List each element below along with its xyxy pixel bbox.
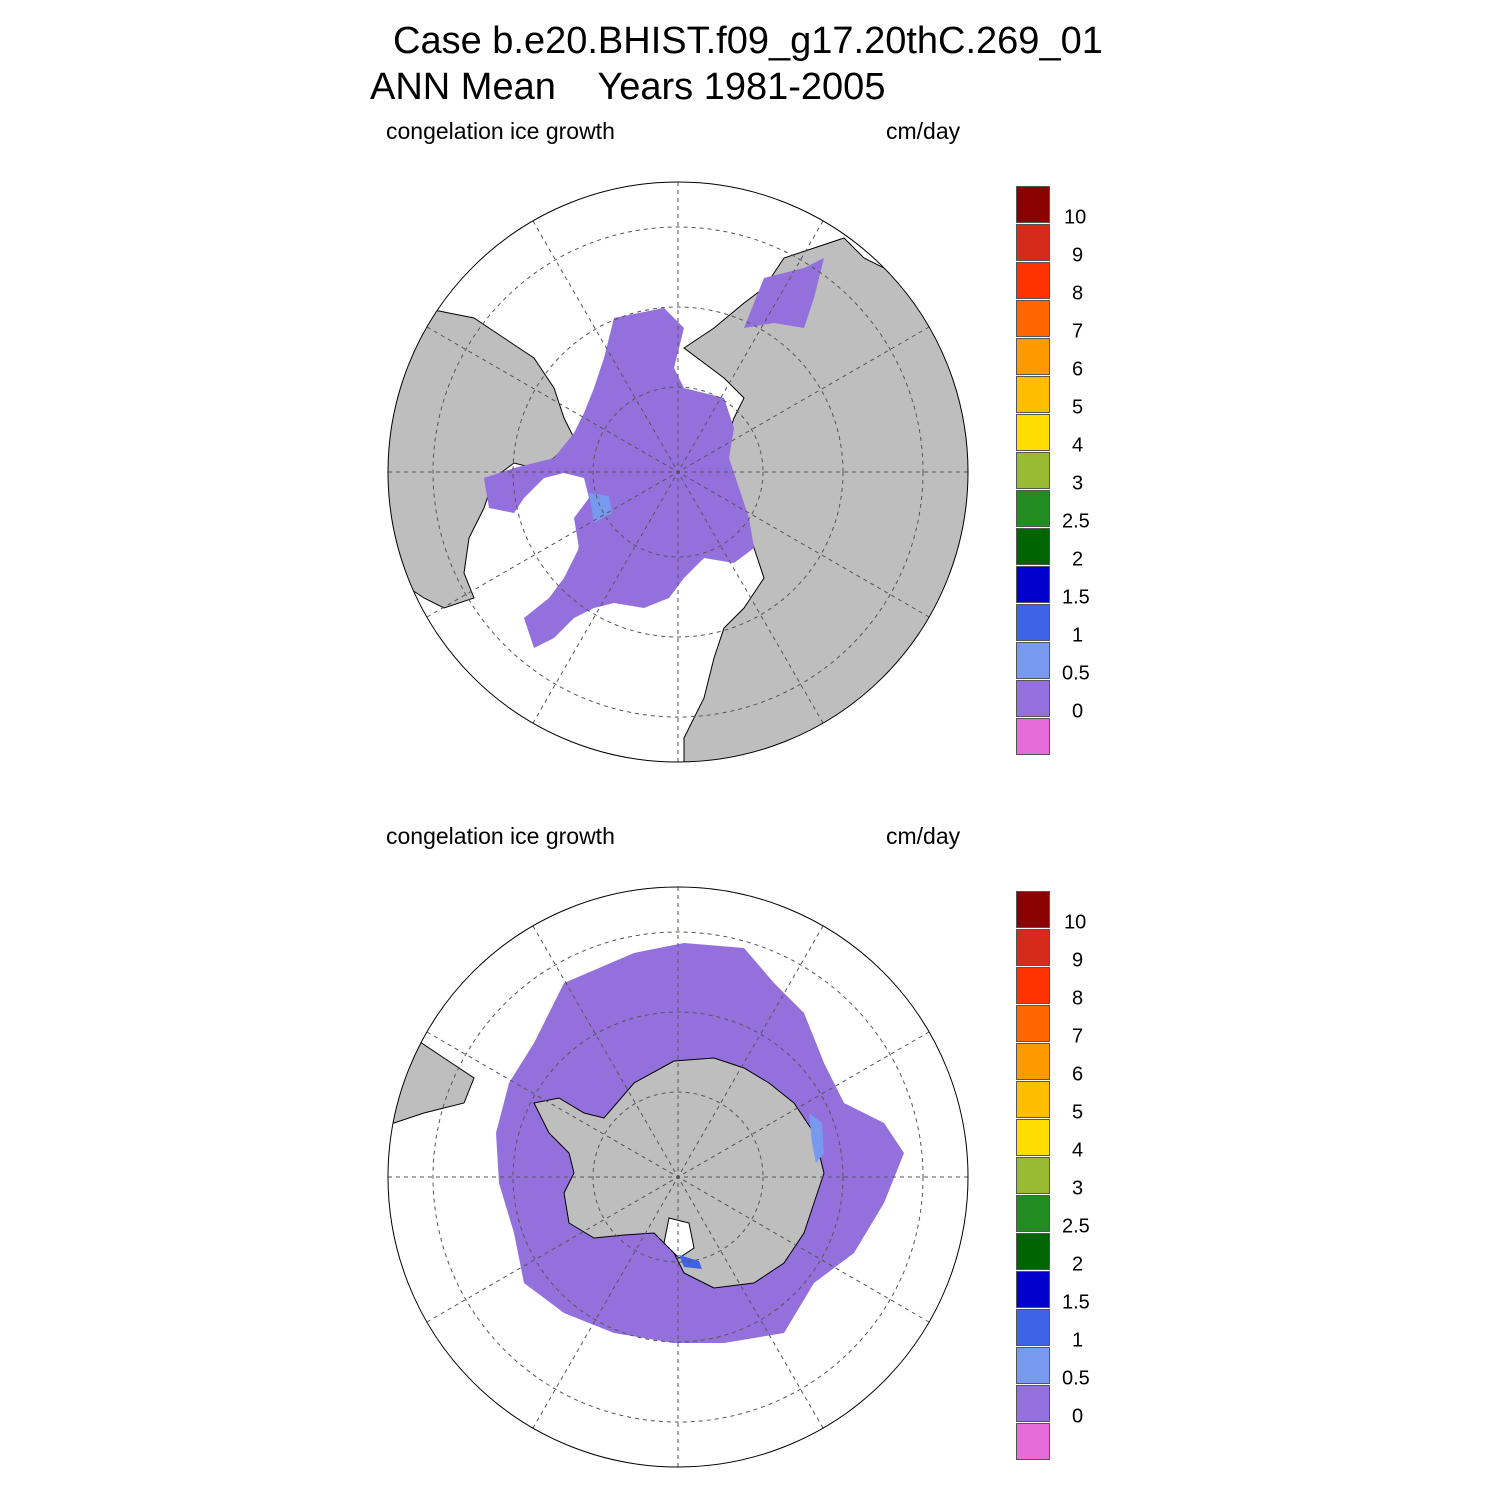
colorbar-tick-label: 8 [1072,987,1084,1010]
land-antarctica [533,1057,825,1289]
colorbar-swatch [1016,1385,1050,1422]
colorbar-tick-label: 4 [1072,434,1084,457]
colorbar-swatch [1016,1423,1050,1460]
colorbar-tick-label: 5 [1072,396,1084,419]
colorbar-swatch [1016,262,1050,299]
colorbar-swatch [1016,300,1050,337]
colorbar-swatch [1016,338,1050,375]
colorbar-tick-label: 1.5 [1062,1291,1090,1314]
map-border [387,886,969,1468]
colorbar-swatch [1016,1233,1050,1270]
colorbar-tick-label: 10 [1064,911,1087,934]
colorbar-swatch [1016,1195,1050,1232]
colorbar-tick-label: 3 [1072,1177,1084,1200]
colorbar-tick-label: 9 [1072,244,1084,267]
variable-label: congelation ice growth [386,823,615,849]
colorbar-swatch [1016,680,1050,717]
polar-map-south [387,886,969,1468]
colorbar-swatch [1016,891,1050,928]
colorbar-swatch [1016,452,1050,489]
colorbar-tick-label: 2 [1072,548,1084,571]
ice-field-arctic [494,308,754,648]
colorbar-swatch [1016,1309,1050,1346]
colorbar-swatch [1016,718,1050,755]
colorbar-swatch [1016,528,1050,565]
colorbar-swatch [1016,929,1050,966]
colorbar-tick-label: 2 [1072,1253,1084,1276]
colorbar-tick-label: 1 [1072,624,1084,647]
colorbar-tick-label: 5 [1072,1101,1084,1124]
colorbar-swatch [1016,604,1050,641]
ice-field-hudson-bay [484,468,524,513]
colorbar-swatch [1016,642,1050,679]
colorbar-north: 0 0.5 1 1.5 2 2.5 3 4 5 6 7 8 9 10 [1016,186,1090,756]
graticule [388,182,968,762]
polar-map-north [387,181,969,763]
colorbar-tick-label: 7 [1072,1025,1084,1048]
colorbar-swatch [1016,490,1050,527]
panel-southern-hemisphere: congelation ice growth cm/day [0,705,1500,1468]
colorbar-tick-label: 4 [1072,1139,1084,1162]
ice-edge-light-blue [589,493,612,523]
panel-northern-hemisphere: congelation ice growth cm/day [0,0,1500,763]
colorbar-tick-label: 6 [1072,1063,1084,1086]
colorbar-tick-label: 2.5 [1062,1215,1090,1238]
colorbar-tick-label: 8 [1072,282,1084,305]
colorbar-swatch [1016,376,1050,413]
colorbar-swatch [1016,967,1050,1004]
colorbar-swatch [1016,224,1050,261]
colorbar-tick-label: 9 [1072,949,1084,972]
figure-title-line2: ANN Mean Years 1981-2005 [370,66,886,108]
colorbar-tick-label: 0 [1072,1405,1084,1428]
colorbar-tick-label: 0.5 [1062,1367,1090,1390]
colorbar-tick-label: 6 [1072,358,1084,381]
colorbar-swatch [1016,1119,1050,1156]
graticule [388,887,968,1467]
colorbar-swatch [1016,186,1050,223]
colorbar-swatch [1016,1271,1050,1308]
ice-field-okhotsk [744,258,824,328]
variable-label: congelation ice growth [386,118,615,144]
units-label: cm/day [886,118,961,144]
colorbar-swatch [1016,414,1050,451]
ice-edge-blue [679,1255,702,1269]
colorbar-south: 0 0.5 1 1.5 2 2.5 3 4 5 6 7 8 9 10 [1016,891,1090,1461]
colorbar-swatch [1016,566,1050,603]
colorbar-tick-label: 0.5 [1062,662,1090,685]
colorbar-tick-label: 1.5 [1062,586,1090,609]
colorbar-tick-label: 3 [1072,472,1084,495]
colorbar-tick-label: 10 [1064,206,1087,229]
units-label: cm/day [886,823,961,849]
colorbar-swatch [1016,1005,1050,1042]
ice-edge-light-blue [809,1113,824,1163]
figure-title-line1: Case b.e20.BHIST.f09_g17.20thC.269_01 [393,20,1103,62]
colorbar-tick-label: 0 [1072,700,1084,723]
colorbar-swatch [1016,1081,1050,1118]
ice-shelf-ross [663,1217,695,1259]
colorbar-tick-label: 1 [1072,1329,1084,1352]
colorbar-swatch [1016,1157,1050,1194]
colorbar-tick-label: 7 [1072,320,1084,343]
colorbar-swatch [1016,1347,1050,1384]
land-north-america [388,307,575,609]
map-border [387,181,969,763]
colorbar-swatch [1016,1043,1050,1080]
colorbar-tick-label: 2.5 [1062,510,1090,533]
